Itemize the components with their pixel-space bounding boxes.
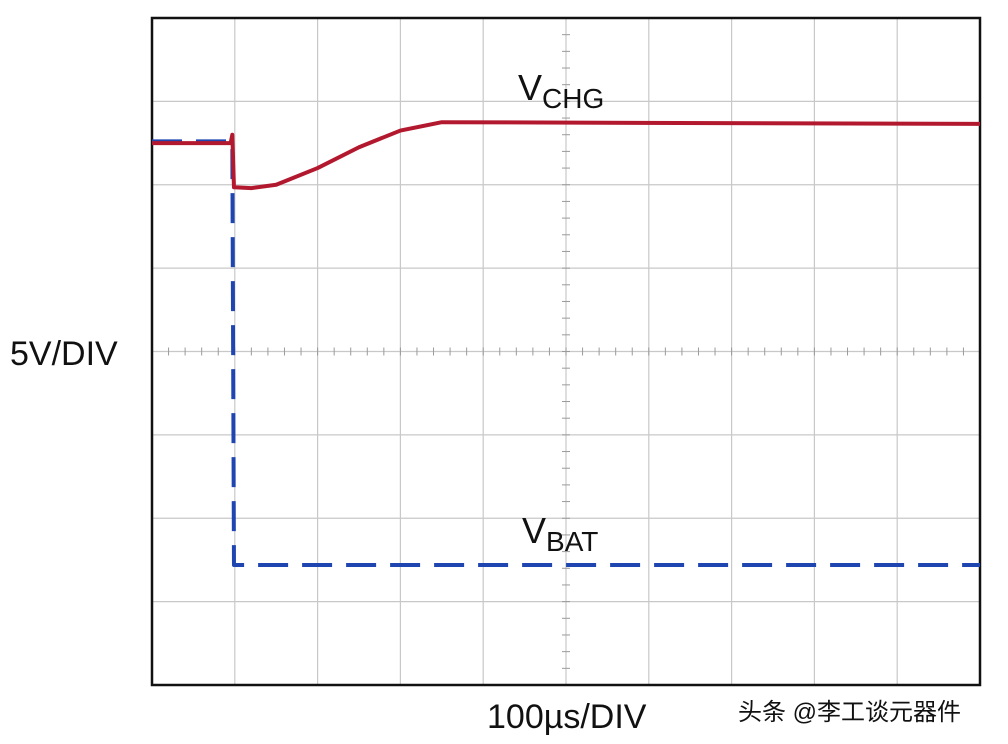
series-label: VCHG [518, 67, 604, 114]
y-axis-label: 5V/DIV [10, 335, 118, 373]
series-line [152, 120, 981, 191]
series-label: VBAT [522, 510, 598, 557]
x-axis-label: 100µs/DIV [487, 698, 647, 736]
watermark: 头条 @李工谈元器件 [738, 699, 961, 726]
plot-frame [150, 16, 982, 687]
series-line [152, 139, 980, 567]
